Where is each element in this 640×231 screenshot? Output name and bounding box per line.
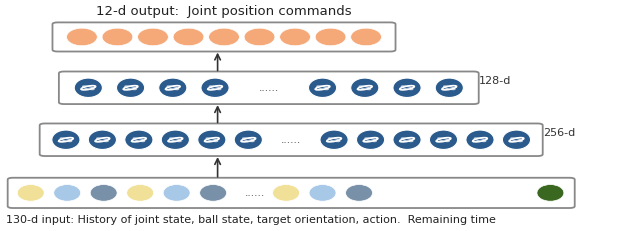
Ellipse shape — [280, 28, 310, 46]
FancyBboxPatch shape — [52, 22, 396, 52]
Ellipse shape — [161, 130, 189, 149]
Ellipse shape — [234, 130, 262, 149]
Ellipse shape — [88, 130, 116, 149]
Ellipse shape — [173, 28, 204, 46]
Ellipse shape — [201, 78, 229, 97]
Text: ......: ...... — [281, 135, 301, 145]
Ellipse shape — [346, 185, 372, 201]
Ellipse shape — [502, 130, 531, 149]
Ellipse shape — [127, 185, 154, 201]
Text: 130-d input: History of joint state, ball state, target orientation, action.  Re: 130-d input: History of joint state, bal… — [6, 215, 496, 225]
Ellipse shape — [393, 130, 421, 149]
Ellipse shape — [308, 78, 337, 97]
Ellipse shape — [351, 78, 379, 97]
Ellipse shape — [273, 185, 300, 201]
Text: 256-d: 256-d — [543, 128, 575, 138]
Ellipse shape — [320, 130, 348, 149]
Ellipse shape — [17, 185, 44, 201]
Ellipse shape — [435, 78, 463, 97]
Ellipse shape — [309, 185, 336, 201]
FancyBboxPatch shape — [59, 72, 479, 104]
Ellipse shape — [198, 130, 226, 149]
Ellipse shape — [429, 130, 458, 149]
Ellipse shape — [537, 185, 564, 201]
Ellipse shape — [52, 130, 80, 149]
Ellipse shape — [90, 185, 117, 201]
Text: 128-d: 128-d — [479, 76, 511, 86]
Text: ......: ...... — [259, 83, 279, 93]
Ellipse shape — [315, 28, 346, 46]
Ellipse shape — [116, 78, 145, 97]
Ellipse shape — [67, 28, 97, 46]
FancyBboxPatch shape — [40, 123, 543, 156]
Ellipse shape — [125, 130, 153, 149]
Ellipse shape — [351, 28, 381, 46]
Ellipse shape — [159, 78, 187, 97]
Ellipse shape — [393, 78, 421, 97]
Ellipse shape — [102, 28, 133, 46]
Ellipse shape — [200, 185, 227, 201]
Ellipse shape — [163, 185, 190, 201]
Ellipse shape — [209, 28, 239, 46]
Text: 12-d output:  Joint position commands: 12-d output: Joint position commands — [96, 6, 352, 18]
Ellipse shape — [356, 130, 385, 149]
Ellipse shape — [74, 78, 102, 97]
Text: ......: ...... — [245, 188, 265, 198]
FancyBboxPatch shape — [8, 178, 575, 208]
Ellipse shape — [54, 185, 81, 201]
Ellipse shape — [138, 28, 168, 46]
Ellipse shape — [466, 130, 494, 149]
Ellipse shape — [244, 28, 275, 46]
